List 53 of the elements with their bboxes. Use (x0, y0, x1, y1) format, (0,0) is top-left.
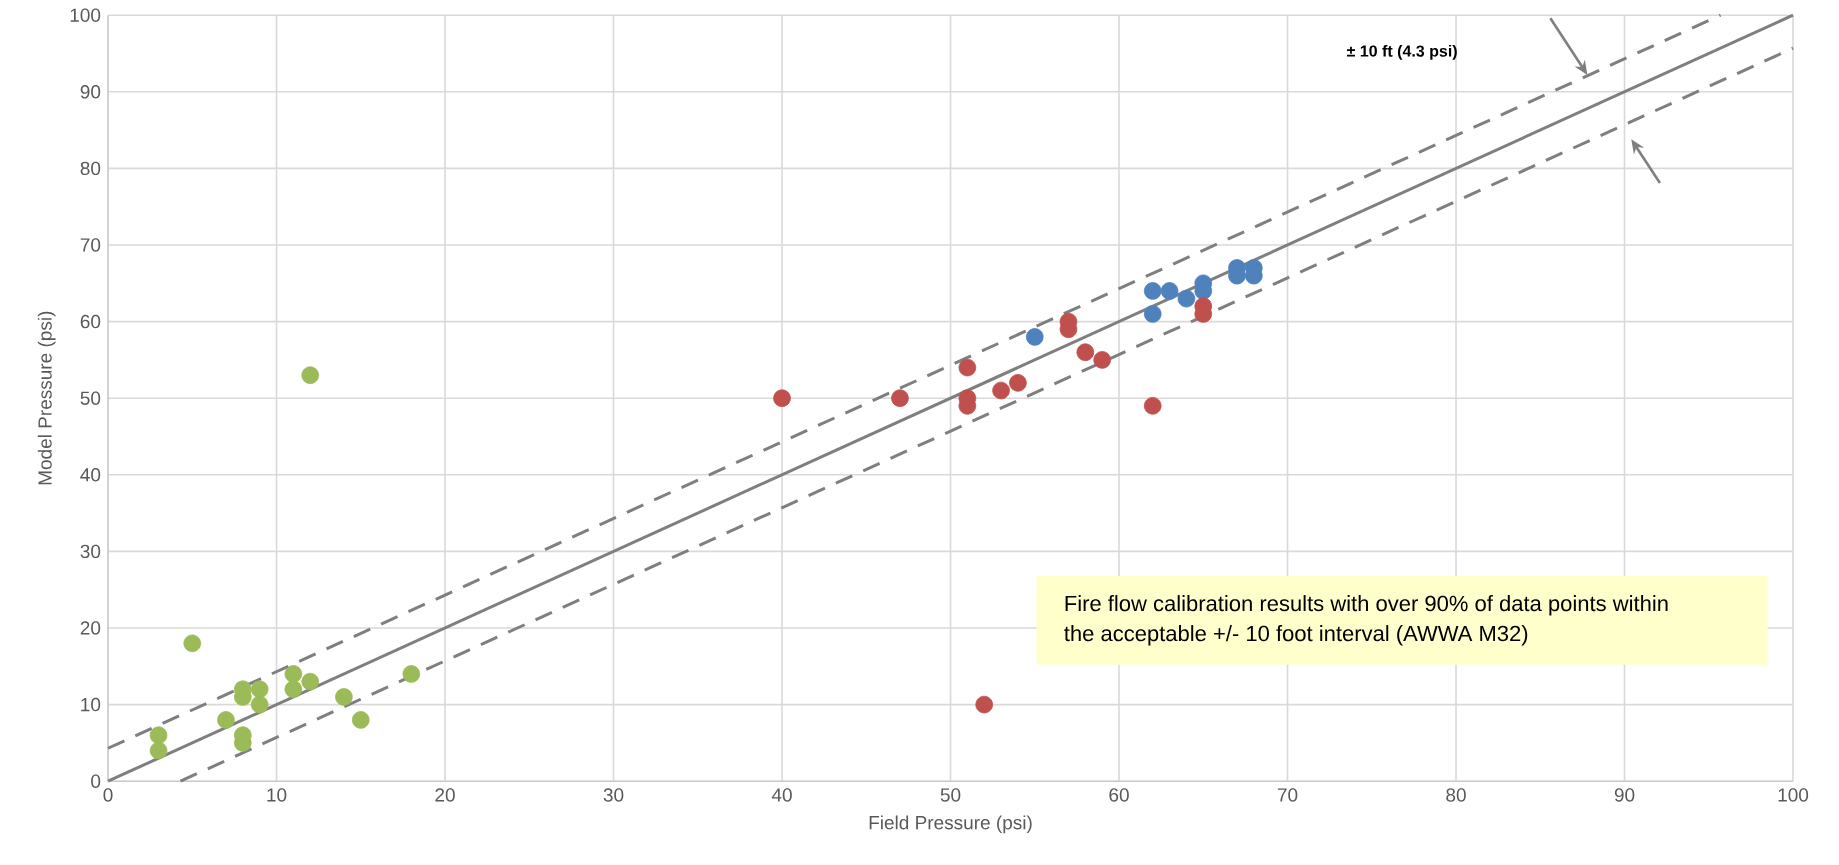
y-tick-label: 20 (80, 621, 101, 635)
point (284, 680, 303, 699)
x-tick-label: 50 (940, 788, 961, 802)
point (402, 665, 421, 683)
y-tick-label: 100 (70, 8, 101, 22)
point (1143, 397, 1162, 415)
point (992, 381, 1010, 400)
annotation: Fire flow calibration results with over 90% of data points within the acceptable +/- 10 foot interval (AWWA M32) (1064, 595, 1668, 646)
x-tick-label: 60 (1109, 788, 1129, 802)
point (284, 665, 303, 683)
x-tick-label: 30 (603, 788, 624, 802)
point (1076, 343, 1095, 362)
point (217, 711, 235, 729)
x-tick-label: 0 (103, 788, 113, 802)
y-tick-label: 0 (91, 774, 101, 788)
point (149, 741, 168, 760)
point (1143, 282, 1162, 300)
point (183, 634, 202, 653)
y-tick-label: 30 (80, 544, 101, 559)
x-tick-label: 70 (1277, 788, 1298, 802)
point (1009, 374, 1027, 392)
y-tick-label: 90 (80, 85, 101, 99)
point (1143, 305, 1162, 323)
y-tick-label: 60 (80, 314, 101, 329)
point (975, 695, 994, 714)
y-axis-title: Model Pressure (psi) (37, 311, 56, 485)
point (1177, 289, 1196, 308)
point (1093, 351, 1111, 369)
point (891, 389, 909, 407)
point (301, 672, 320, 691)
point (958, 358, 977, 377)
y-tick-label: 70 (80, 238, 101, 252)
point (335, 688, 353, 706)
x-tick-label: 90 (1614, 788, 1635, 802)
point (1025, 328, 1044, 346)
point (149, 726, 168, 745)
y-tick-label: 40 (80, 468, 101, 482)
x-tick-label: 10 (267, 788, 287, 802)
point (250, 680, 269, 699)
x-tick-label: 40 (771, 788, 792, 802)
x-axis-title: Field Pressure (psi) (869, 815, 1032, 834)
point (301, 366, 320, 384)
point (351, 711, 370, 729)
x-tick-label: 80 (1446, 788, 1466, 802)
x-tick-label: 100 (1778, 788, 1809, 802)
annotation: ± 10 ft (4.3 psi) (1346, 44, 1457, 60)
x-tick-label: 20 (435, 788, 455, 802)
point (1160, 282, 1179, 300)
y-tick-label: 80 (80, 161, 101, 176)
y-tick-label: 50 (80, 391, 101, 405)
y-tick-label: 10 (81, 697, 101, 712)
point (250, 695, 269, 714)
point (773, 389, 791, 407)
